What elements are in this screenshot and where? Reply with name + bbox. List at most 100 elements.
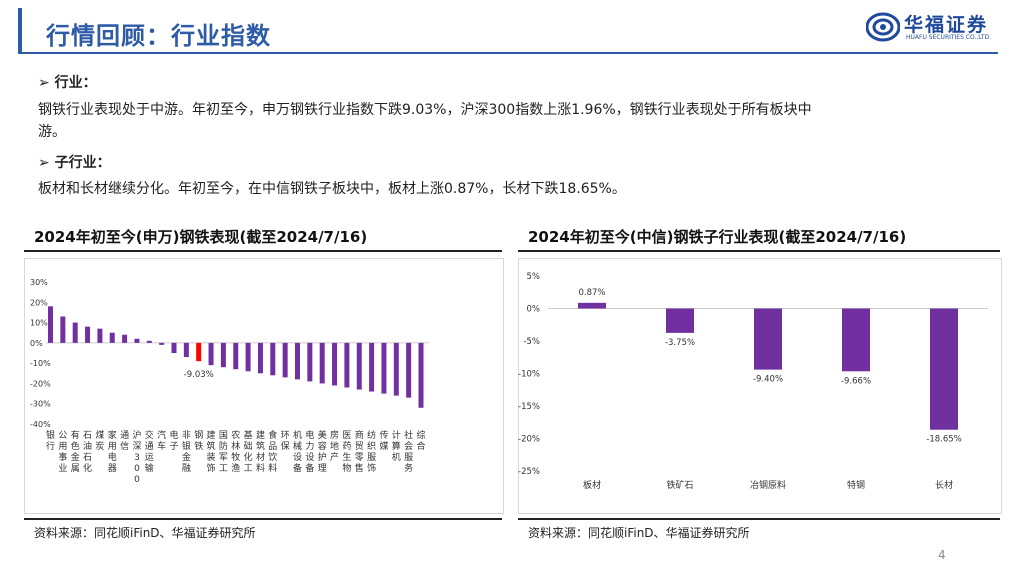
left-ytick-label: -40% (30, 420, 51, 429)
left-category-char: 织 (367, 440, 376, 452)
page-title: 行情回顾：行业指数 (46, 22, 271, 50)
left-category-char: 媒 (379, 441, 388, 452)
header-accent-bar (18, 8, 22, 52)
left-category-char: 筑 (207, 440, 216, 452)
left-bar (134, 338, 140, 343)
title-divider (18, 52, 998, 54)
left-category-char: 银 (182, 440, 191, 452)
left-category-char: 零 (355, 452, 364, 463)
left-category-char: 渔 (231, 463, 240, 474)
left-category-char: 食 (268, 429, 277, 441)
left-category-char: 贸 (355, 440, 364, 452)
left-bar (85, 326, 91, 343)
left-category-char: 色 (71, 440, 80, 452)
right-chart-title-rule (518, 250, 1000, 252)
subindustry-heading: ➢ 子行业： (38, 155, 111, 171)
left-bar (332, 342, 338, 386)
left-category-char: 交 (145, 429, 154, 441)
left-category-char: 石 (83, 431, 92, 441)
right-value-label: -3.75% (665, 338, 695, 348)
left-bar (220, 342, 226, 368)
left-category-char: 融 (182, 463, 191, 474)
left-category-char: 铁 (194, 440, 203, 452)
left-category-char: 饰 (367, 462, 376, 474)
left-category-char: 输 (145, 462, 154, 474)
left-bar (282, 342, 288, 378)
left-bar (183, 342, 189, 358)
left-chart: 30%20%10%0%-10%-20%-30%-40%银行公用事业有色金属石油石… (30, 278, 429, 485)
left-category-char: 林 (231, 440, 240, 452)
left-bar (159, 342, 165, 345)
right-chart-title: 2024年初至今(中信)钢铁子行业表现(截至2024/7/16) (528, 228, 907, 246)
left-category-char: 深 (132, 441, 141, 452)
left-bar (171, 342, 177, 353)
left-category-char: 运 (145, 452, 154, 463)
left-highlight-label: -9.03% (184, 370, 214, 380)
right-value-label: -18.65% (926, 435, 961, 445)
left-bar (208, 342, 214, 366)
left-category-char: 商 (355, 429, 364, 441)
left-category-char: 器 (108, 463, 117, 474)
left-ytick-label: 20% (30, 298, 48, 307)
left-category-char: 国 (219, 430, 228, 441)
left-category-char: 有 (71, 429, 80, 441)
left-category-char: 计 (392, 429, 401, 441)
left-category-char: 理 (318, 463, 327, 474)
left-bar (196, 342, 202, 362)
left-category-char: 电 (108, 451, 117, 463)
left-category-char: 筑 (256, 440, 265, 452)
left-ytick-label: -10% (30, 359, 51, 368)
left-category-char: 煤 (95, 429, 104, 441)
left-category-char: 用 (108, 441, 117, 452)
left-category-char: 信 (120, 440, 129, 452)
left-bar (270, 342, 276, 376)
left-category-char: 用 (58, 441, 67, 452)
left-bar (393, 342, 399, 396)
right-ytick-label: 5% (527, 272, 541, 282)
left-category-char: 合 (416, 440, 425, 452)
left-category-char: 机 (293, 429, 302, 441)
left-category-char: 化 (83, 462, 92, 474)
left-bar (344, 342, 350, 388)
right-bar (578, 302, 606, 309)
left-category-char: 饰 (207, 462, 216, 474)
left-category-char: 医 (342, 430, 351, 441)
left-bar (319, 342, 325, 384)
left-bar (356, 342, 362, 390)
right-bar (930, 308, 958, 430)
left-category-char: 售 (355, 462, 364, 474)
left-category-char: 饮 (268, 451, 277, 463)
left-bar (146, 340, 152, 343)
left-ytick-label: -20% (30, 379, 51, 388)
left-category-char: 工 (219, 464, 228, 474)
logo-subtitle: HUAFU SECURITIES CO.,LTD. (906, 34, 992, 41)
left-category-char: 服 (367, 452, 376, 463)
right-ytick-label: 0% (527, 305, 541, 315)
left-source-rule (24, 518, 502, 520)
left-bar (257, 342, 263, 374)
left-category-char: 社 (404, 429, 413, 441)
industry-text-line2: 游。 (38, 124, 66, 140)
right-value-label: -9.66% (841, 376, 871, 386)
left-bar (406, 342, 412, 398)
left-bar (369, 342, 375, 392)
brand-logo: 华福证券 HUAFU SECURITIES CO.,LTD. (866, 10, 1006, 44)
left-category-char: 务 (404, 462, 413, 474)
left-category-char: 0 (134, 464, 140, 474)
left-category-char: 农 (231, 429, 240, 441)
left-category-char: 传 (379, 429, 388, 441)
left-category-char: 纺 (367, 429, 376, 441)
left-category-char: 钢 (194, 429, 203, 441)
left-category-char: 服 (404, 452, 413, 463)
right-category-label: 特钢 (847, 479, 865, 491)
left-category-char: 基 (244, 429, 253, 441)
subindustry-text: 板材和长材继续分化。年初至今，在中信钢铁子板块中，板材上涨0.87%，长材下跌1… (38, 181, 626, 197)
right-bar (842, 308, 870, 372)
left-category-char: 础 (244, 440, 253, 452)
left-chart-source: 资料来源：同花顺iFinD、华福证券研究所 (34, 526, 256, 540)
left-ytick-label: 0% (30, 339, 43, 348)
logo-mark-icon (866, 12, 900, 42)
left-category-char: 通 (120, 430, 129, 441)
left-category-char: 物 (342, 462, 351, 474)
left-bar (307, 342, 313, 382)
